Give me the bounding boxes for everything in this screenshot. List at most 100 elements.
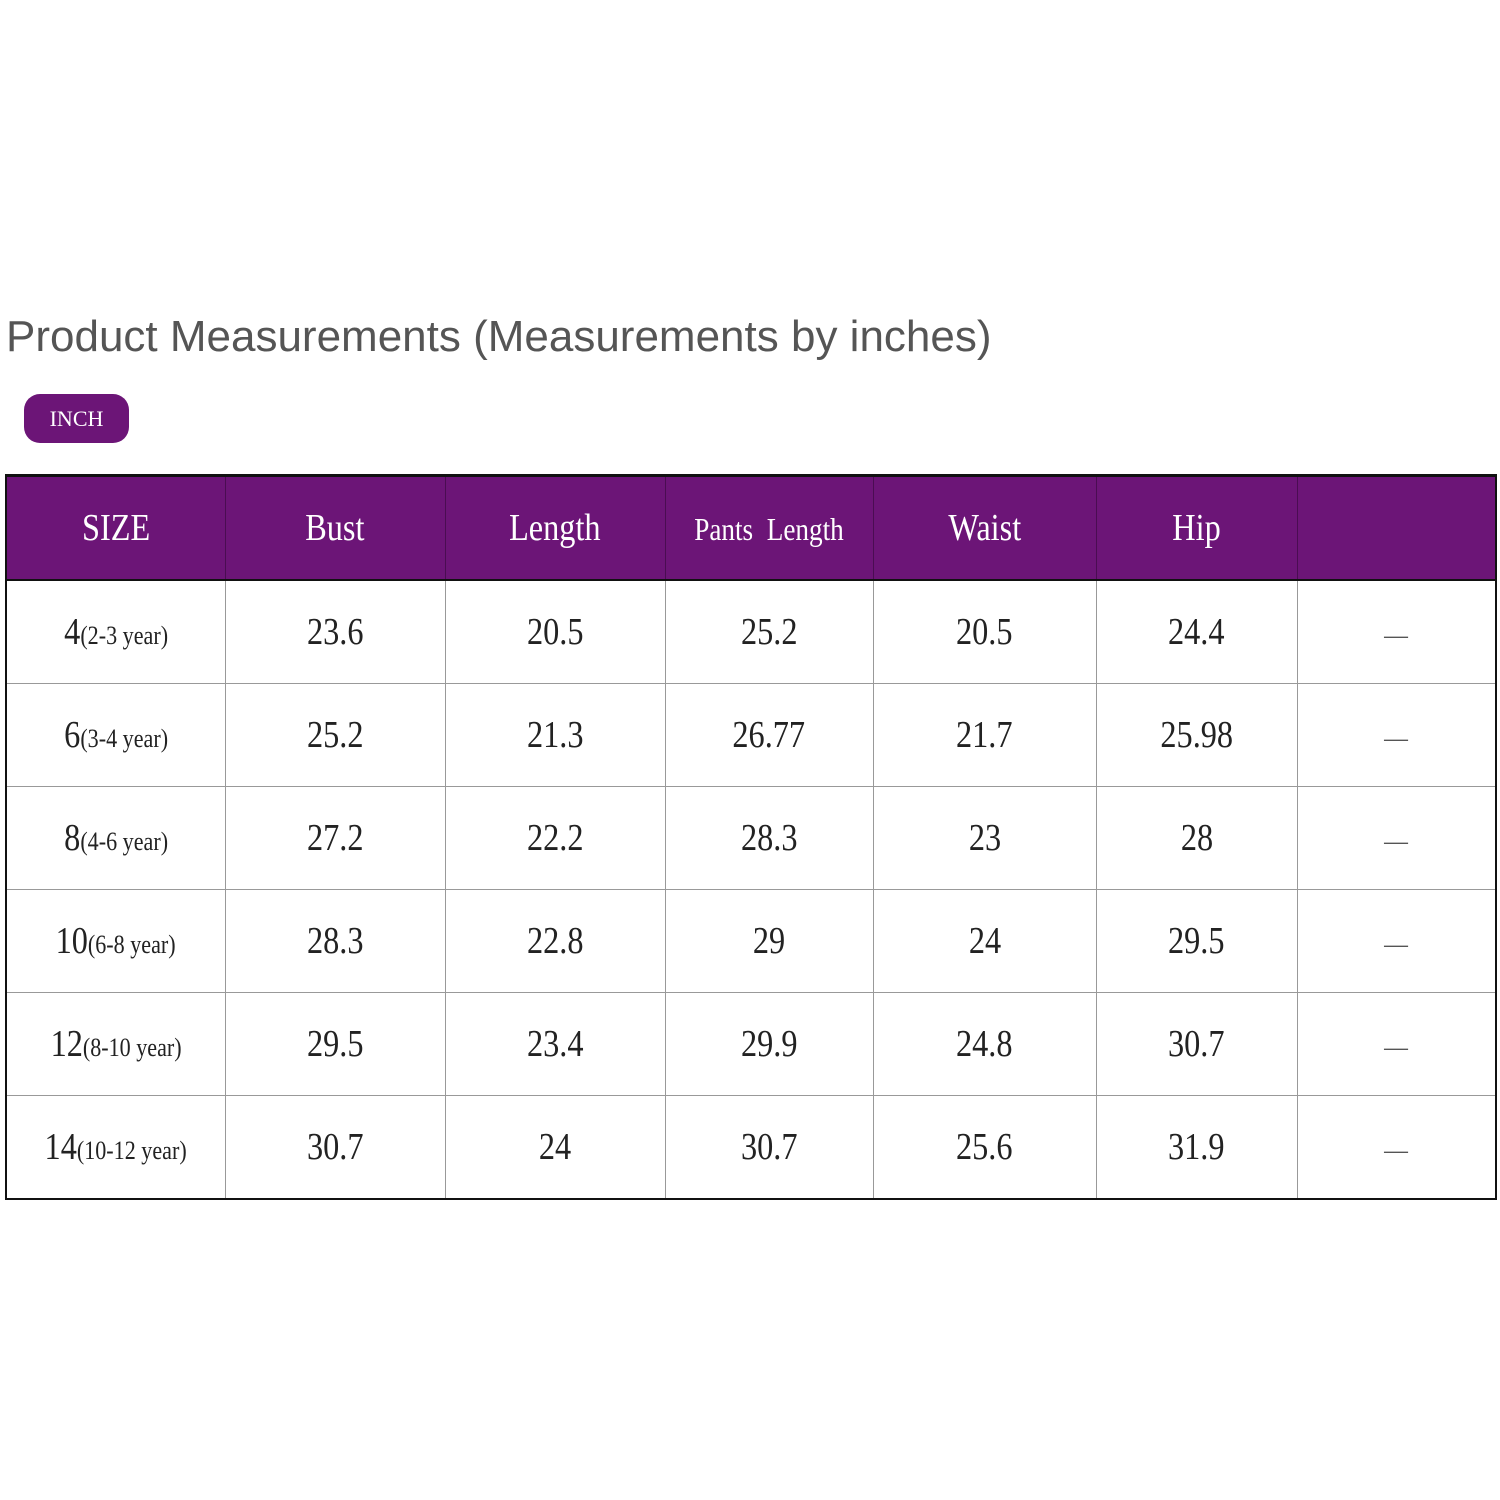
size-value: 4 — [63, 611, 80, 653]
measurement-value: 30.7 — [740, 1126, 798, 1168]
column-header: Pants Length — [664, 474, 874, 581]
measurement-value: 21.7 — [956, 714, 1013, 756]
measurement-value: 25.2 — [306, 714, 364, 756]
age-range: (2-3 year) — [79, 621, 168, 650]
measurement-value: 25.6 — [956, 1126, 1013, 1168]
measurement-value: 20.5 — [956, 611, 1013, 653]
measurement-cell: 24.4 — [1095, 579, 1298, 684]
measurement-cell: — — [1296, 992, 1497, 1096]
age-range: (6-8 year) — [88, 930, 176, 959]
size-chart-table: SIZE Bust Length Pants Length Waist Hip 4(2-3… — [5, 474, 1497, 1200]
measurement-value: 28.3 — [306, 920, 364, 962]
measurement-cell: 28.3 — [224, 889, 446, 993]
measurement-value: 29.9 — [740, 1023, 798, 1065]
measurement-value: — — [1384, 1032, 1409, 1063]
age-range: (4-6 year) — [79, 827, 168, 856]
column-header: Bust — [224, 474, 446, 581]
measurement-value: — — [1384, 1135, 1409, 1166]
measurement-value: 25.98 — [1160, 714, 1233, 756]
column-header: SIZE — [5, 474, 226, 581]
size-cell: 4(2-3 year) — [5, 579, 226, 684]
measurement-cell: 21.3 — [444, 683, 666, 787]
measurement-cell: 22.2 — [444, 786, 666, 890]
measurement-value: 23 — [968, 817, 1001, 859]
measurement-cell: 24.8 — [872, 992, 1097, 1096]
measurement-value: — — [1384, 929, 1409, 960]
measurement-value: 26.77 — [732, 714, 806, 756]
table-row: 14(10-12 year) 30.7 24 30.7 25.6 31.9 — — [5, 1095, 1497, 1200]
measurement-cell: 29.5 — [1095, 889, 1298, 993]
measurement-cell: — — [1296, 889, 1497, 993]
measurement-value: 24 — [968, 920, 1001, 962]
measurement-cell: 30.7 — [664, 1095, 874, 1200]
measurement-value: 28.3 — [740, 817, 798, 859]
column-header-label: Hip — [1172, 507, 1221, 549]
measurement-value: 31.9 — [1168, 1126, 1225, 1168]
age-range: (8-10 year) — [82, 1033, 182, 1062]
measurement-cell: 28.3 — [664, 786, 874, 890]
measurement-cell: 25.2 — [664, 579, 874, 684]
measurement-cell: 20.5 — [872, 579, 1097, 684]
measurement-cell: — — [1296, 1095, 1497, 1200]
table-row: 4(2-3 year) 23.6 20.5 25.2 20.5 24.4 — — [5, 579, 1497, 684]
measurement-cell: 21.7 — [872, 683, 1097, 787]
column-header-label: Length — [509, 507, 601, 549]
unit-badge: INCH — [24, 394, 129, 443]
page-title: Product Measurements (Measurements by in… — [6, 312, 992, 361]
measurement-cell: 24 — [872, 889, 1097, 993]
table-row: 10(6-8 year) 28.3 22.8 29 24 29.5 — — [5, 889, 1497, 993]
measurement-cell: 30.7 — [224, 1095, 446, 1200]
measurement-value: 25.2 — [740, 611, 798, 653]
measurement-cell: — — [1296, 579, 1497, 684]
measurement-cell: 25.2 — [224, 683, 446, 787]
measurement-cell: 23.4 — [444, 992, 666, 1096]
measurement-cell: 25.98 — [1095, 683, 1298, 787]
measurement-cell: 25.6 — [872, 1095, 1097, 1200]
size-value: 6 — [63, 714, 80, 756]
measurement-value: 21.3 — [526, 714, 584, 756]
column-header-label: Bust — [305, 507, 365, 549]
measurement-value: 30.7 — [1168, 1023, 1225, 1065]
measurement-cell: 26.77 — [664, 683, 874, 787]
measurement-cell: 30.7 — [1095, 992, 1298, 1096]
measurement-value: 29 — [752, 920, 786, 962]
size-value: 8 — [63, 817, 80, 859]
measurement-cell: 28 — [1095, 786, 1298, 890]
column-header: Length — [444, 474, 666, 581]
measurement-cell: 29.5 — [224, 992, 446, 1096]
measurement-cell: 23 — [872, 786, 1097, 890]
column-header-label: Waist — [948, 507, 1021, 549]
measurement-value: 22.8 — [526, 920, 584, 962]
age-range: (10-12 year) — [76, 1136, 187, 1165]
measurement-value: 29.5 — [306, 1023, 364, 1065]
size-value: 12 — [50, 1023, 83, 1065]
column-header: Waist — [872, 474, 1097, 581]
column-header: Hip — [1095, 474, 1298, 581]
size-cell: 10(6-8 year) — [5, 889, 226, 993]
measurement-value: 27.2 — [306, 817, 364, 859]
table-row: 8(4-6 year) 27.2 22.2 28.3 23 28 — — [5, 786, 1497, 890]
measurement-cell: 24 — [444, 1095, 666, 1200]
measurement-cell: — — [1296, 683, 1497, 787]
size-value: 10 — [55, 920, 89, 962]
measurement-cell: 29 — [664, 889, 874, 993]
column-header-label: SIZE — [81, 507, 150, 549]
table-row: 12(8-10 year) 29.5 23.4 29.9 24.8 30.7 — — [5, 992, 1497, 1096]
measurement-cell: 31.9 — [1095, 1095, 1298, 1200]
measurement-value: 28 — [1180, 817, 1213, 859]
measurement-cell: 22.8 — [444, 889, 666, 993]
measurement-value: 24 — [538, 1126, 572, 1168]
table-header-row: SIZE Bust Length Pants Length Waist Hip — [5, 474, 1497, 581]
measurement-value: 23.6 — [306, 611, 364, 653]
size-cell: 12(8-10 year) — [5, 992, 226, 1096]
measurement-value: — — [1384, 620, 1409, 651]
size-value: 14 — [44, 1126, 77, 1168]
measurement-cell: — — [1296, 786, 1497, 890]
measurement-value: — — [1384, 826, 1409, 857]
size-cell: 14(10-12 year) — [5, 1095, 226, 1200]
age-range: (3-4 year) — [79, 724, 168, 753]
measurement-value: 24.4 — [1168, 611, 1225, 653]
measurement-cell: 29.9 — [664, 992, 874, 1096]
measurement-cell: 27.2 — [224, 786, 446, 890]
measurement-value: 23.4 — [526, 1023, 584, 1065]
